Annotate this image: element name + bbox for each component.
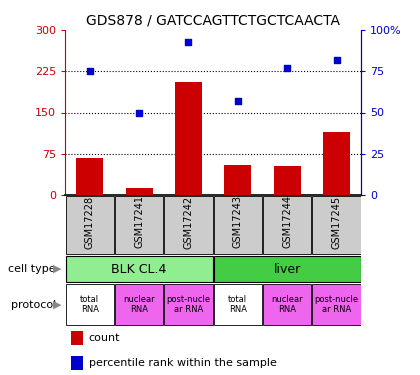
Bar: [76, 158, 103, 195]
Text: nuclear
RNA: nuclear RNA: [271, 295, 303, 314]
Text: GSM17241: GSM17241: [134, 195, 144, 249]
Bar: [66, 284, 114, 326]
Text: ▶: ▶: [53, 300, 62, 310]
Bar: [164, 196, 213, 254]
Text: post-nucle
ar RNA: post-nucle ar RNA: [315, 295, 359, 314]
Bar: [175, 82, 202, 195]
Point: [136, 110, 142, 116]
Text: nuclear
RNA: nuclear RNA: [123, 295, 155, 314]
Bar: [66, 256, 213, 282]
Text: GSM17243: GSM17243: [233, 195, 243, 249]
Bar: [214, 284, 262, 326]
Text: total
RNA: total RNA: [228, 295, 247, 314]
Bar: [115, 196, 163, 254]
Bar: [214, 256, 361, 282]
Text: GSM17245: GSM17245: [331, 195, 341, 249]
Title: GDS878 / GATCCAGTTCTGCTCAACTA: GDS878 / GATCCAGTTCTGCTCAACTA: [86, 13, 340, 27]
Text: protocol: protocol: [11, 300, 63, 310]
Text: GSM17228: GSM17228: [85, 195, 95, 249]
Text: ▶: ▶: [53, 264, 62, 274]
Text: liver: liver: [273, 262, 301, 276]
Bar: [273, 166, 301, 195]
Bar: [66, 196, 114, 254]
Bar: [323, 132, 350, 195]
Text: BLK CL.4: BLK CL.4: [111, 262, 167, 276]
Point: [185, 39, 192, 45]
Bar: [115, 284, 163, 326]
Point: [234, 98, 241, 104]
Bar: [164, 284, 213, 326]
Bar: [71, 357, 83, 370]
Text: percentile rank within the sample: percentile rank within the sample: [89, 358, 277, 368]
Point: [87, 68, 93, 74]
Bar: [71, 331, 83, 345]
Text: cell type: cell type: [8, 264, 63, 274]
Bar: [214, 196, 262, 254]
Text: GSM17244: GSM17244: [282, 195, 292, 249]
Bar: [263, 284, 311, 326]
Point: [333, 57, 340, 63]
Bar: [263, 196, 311, 254]
Text: post-nucle
ar RNA: post-nucle ar RNA: [166, 295, 210, 314]
Text: total
RNA: total RNA: [80, 295, 100, 314]
Text: count: count: [89, 333, 120, 343]
Bar: [126, 188, 153, 195]
Bar: [312, 284, 361, 326]
Point: [284, 65, 291, 71]
Bar: [312, 196, 361, 254]
Text: GSM17242: GSM17242: [184, 195, 194, 249]
Bar: [224, 165, 252, 195]
